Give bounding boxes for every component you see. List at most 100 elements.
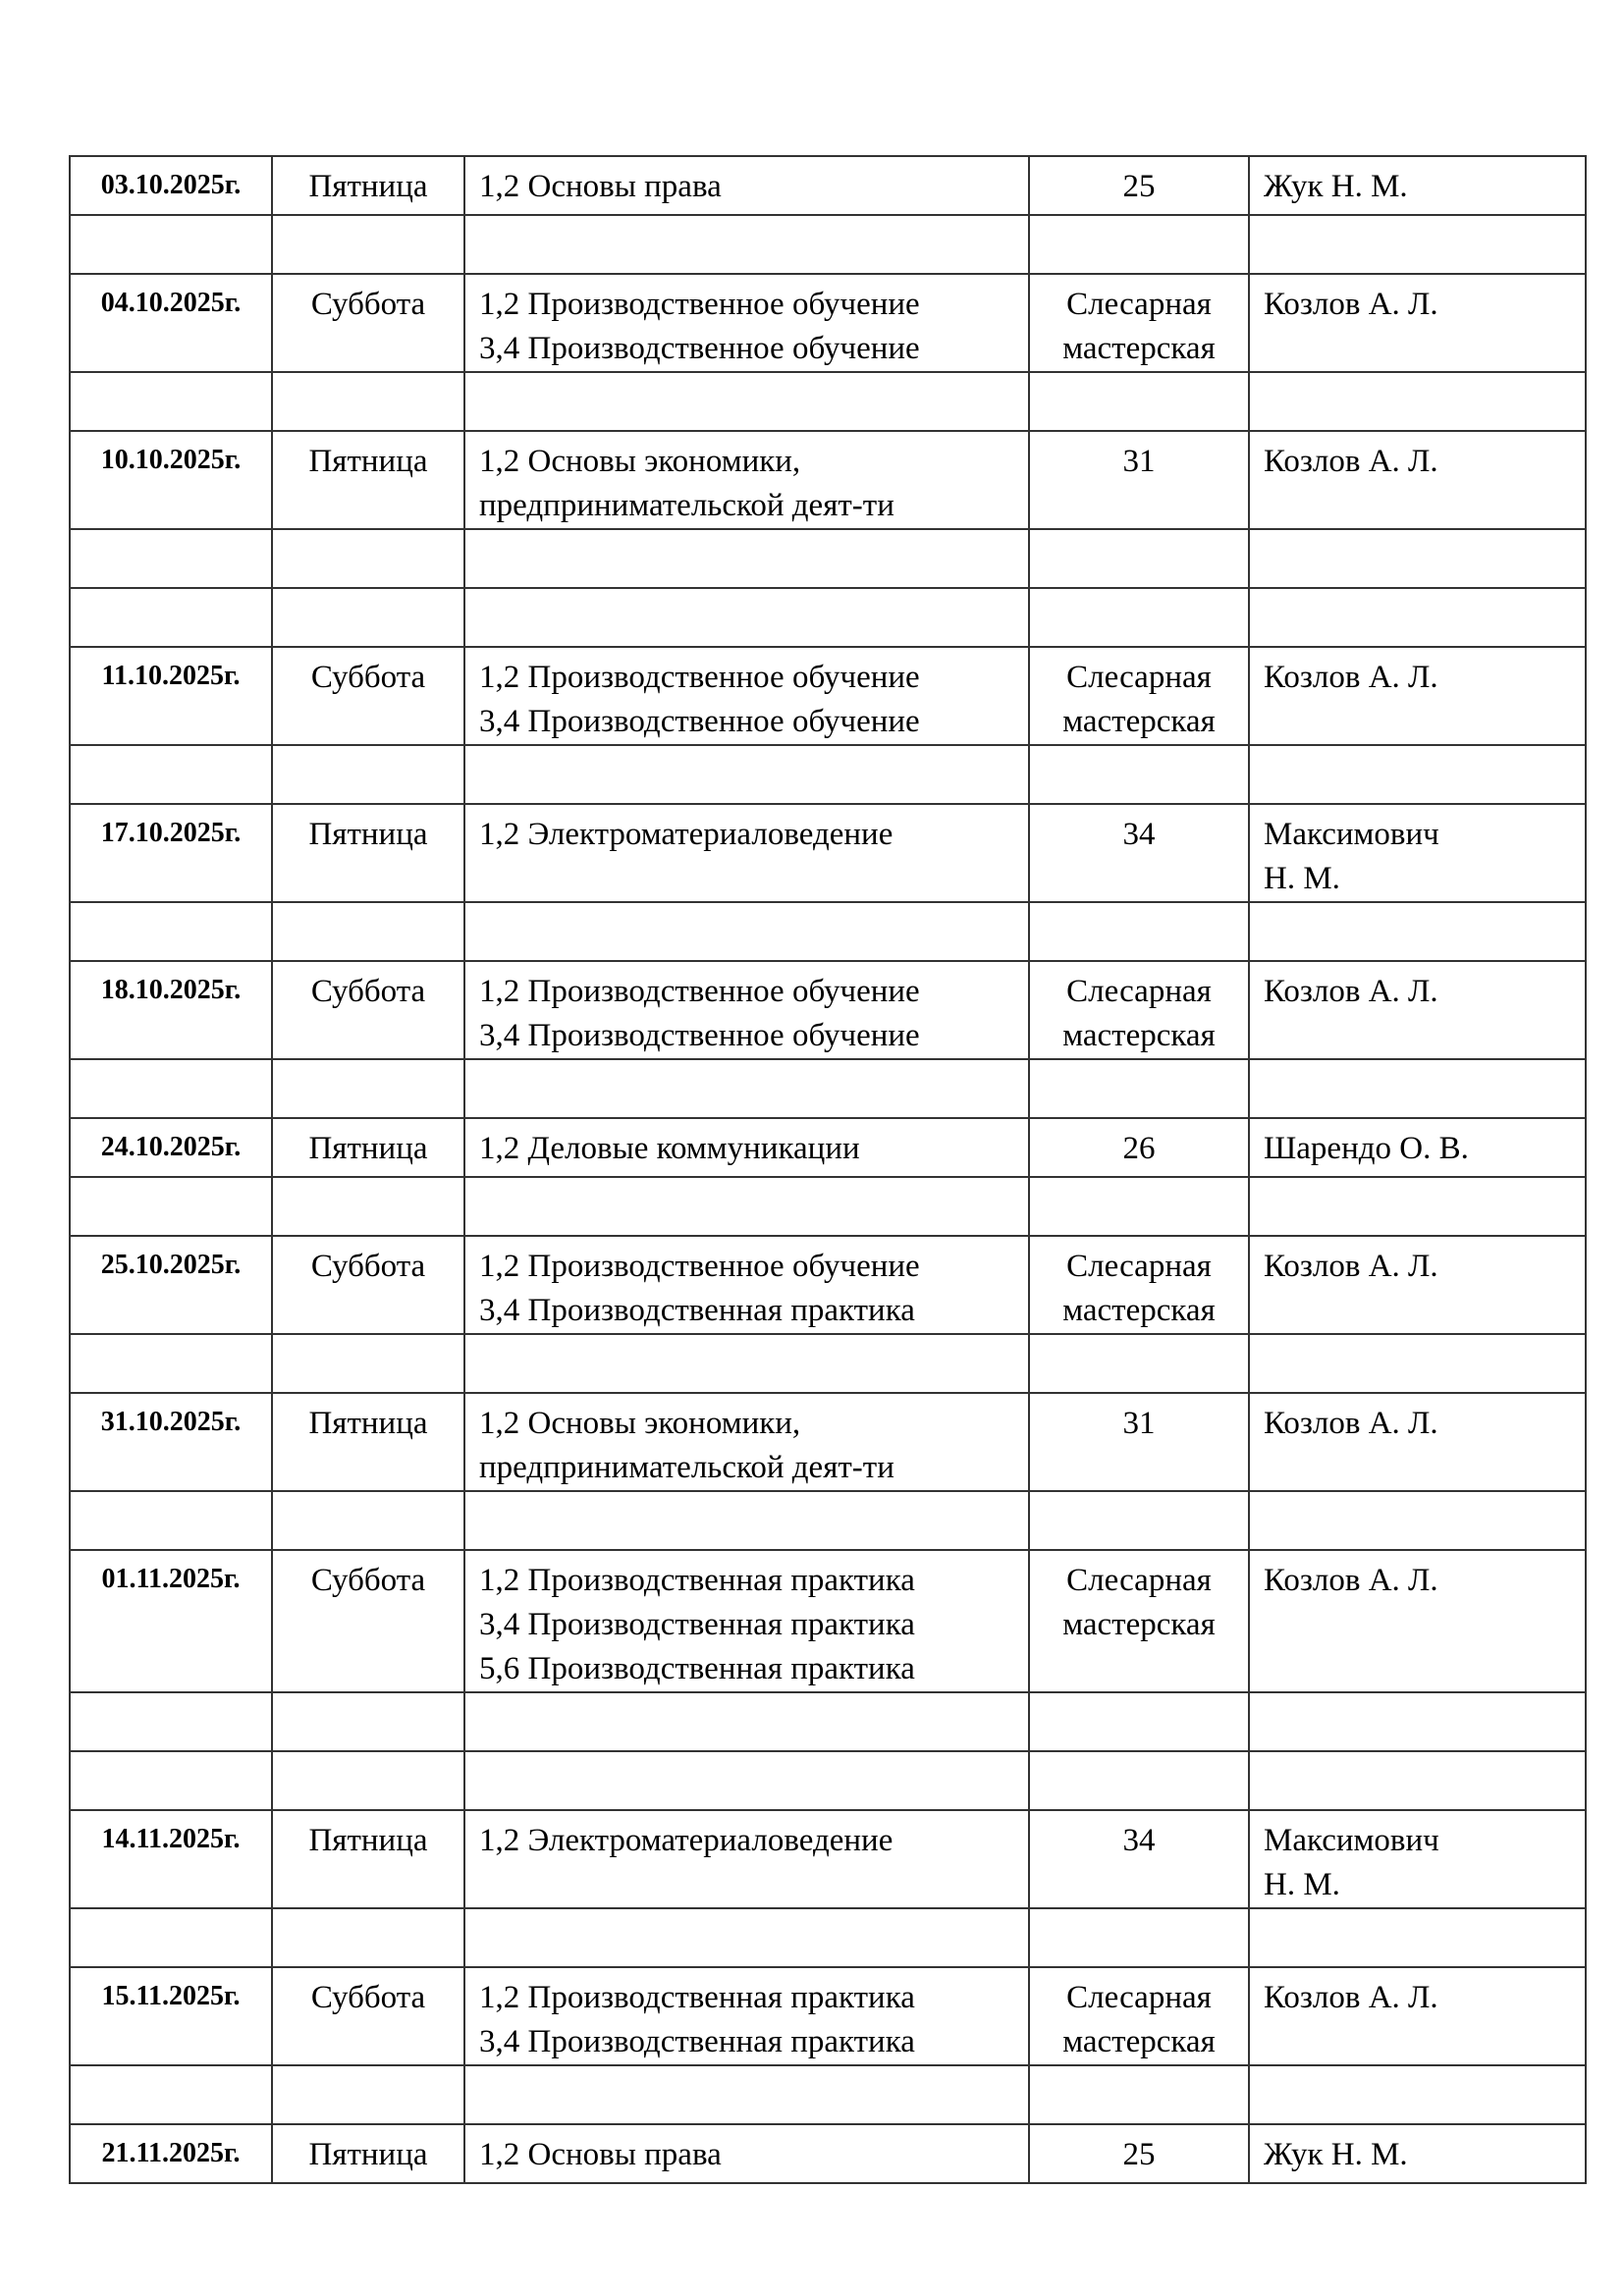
- teacher-line: Н. М.: [1264, 1867, 1340, 1902]
- teacher-cell: [1248, 587, 1587, 648]
- schedule-row: 17.10.2025г. Пятница 1,2 Электроматериалов…: [69, 803, 1587, 903]
- lessons-cell: 1,2 Электроматериаловедение: [463, 1809, 1030, 1909]
- room-line: 26: [1122, 1131, 1156, 1166]
- lessons-line: 3,4 Производственная практика: [479, 2024, 915, 2059]
- empty-row: [69, 1333, 1587, 1394]
- room-line: Слесарная: [1066, 1980, 1212, 2015]
- empty-row: [69, 1907, 1587, 1968]
- date-cell: 03.10.2025г.: [69, 155, 273, 216]
- room-line: 34: [1122, 1823, 1156, 1858]
- lessons-cell: 1,2 Основы экономики, предпринимательской…: [463, 430, 1030, 530]
- day-cell: [271, 1176, 465, 1237]
- teacher-line: Козлов А. Л.: [1264, 1406, 1438, 1441]
- date-cell: 24.10.2025г.: [69, 1117, 273, 1178]
- schedule-row: 15.11.2025г. Суббота 1,2 Производственная …: [69, 1966, 1587, 2066]
- date-cell: [69, 744, 273, 805]
- day-cell: [271, 1907, 465, 1968]
- day-cell: Пятница: [271, 430, 465, 530]
- date-cell: [69, 371, 273, 432]
- lessons-cell: 1,2 Основы права: [463, 2123, 1030, 2184]
- room-cell: [1028, 1176, 1250, 1237]
- lessons-line: 1,2 Производственное обучение: [479, 1249, 920, 1284]
- schedule-row: 10.10.2025г. Пятница 1,2 Основы экономики,…: [69, 430, 1587, 530]
- teacher-cell: [1248, 528, 1587, 589]
- room-cell: [1028, 1907, 1250, 1968]
- date-cell: [69, 1907, 273, 1968]
- date-cell: [69, 214, 273, 275]
- teacher-cell: [1248, 371, 1587, 432]
- schedule-row: 14.11.2025г. Пятница 1,2 Электроматериалов…: [69, 1809, 1587, 1909]
- room-line: 31: [1122, 444, 1156, 479]
- room-line: Слесарная: [1066, 660, 1212, 695]
- date-cell: 31.10.2025г.: [69, 1392, 273, 1492]
- lessons-cell: 1,2 Производственное обучение 3,4 Произво…: [463, 273, 1030, 373]
- room-cell: [1028, 528, 1250, 589]
- room-cell: [1028, 1490, 1250, 1551]
- teacher-line: Козлов А. Л.: [1264, 444, 1438, 479]
- lessons-line: 3,4 Производственное обучение: [479, 1018, 920, 1053]
- teacher-line: Козлов А. Л.: [1264, 287, 1438, 322]
- room-cell: [1028, 1691, 1250, 1752]
- room-cell: [1028, 214, 1250, 275]
- day-cell: Суббота: [271, 646, 465, 746]
- day-cell: Суббота: [271, 1966, 465, 2066]
- day-cell: [271, 1691, 465, 1752]
- empty-row: [69, 2064, 1587, 2125]
- teacher-line: Максимович: [1264, 1823, 1439, 1858]
- date-cell: 18.10.2025г.: [69, 960, 273, 1060]
- teacher-cell: [1248, 1333, 1587, 1394]
- day-cell: [271, 1333, 465, 1394]
- day-cell: Пятница: [271, 1392, 465, 1492]
- room-line: мастерская: [1062, 2024, 1216, 2059]
- lessons-cell: 1,2 Деловые коммуникации: [463, 1117, 1030, 1178]
- room-cell: [1028, 901, 1250, 962]
- empty-row: [69, 528, 1587, 589]
- teacher-cell: Козлов А. Л.: [1248, 646, 1587, 746]
- date-cell: 10.10.2025г.: [69, 430, 273, 530]
- room-cell: Слесарная мастерская: [1028, 1966, 1250, 2066]
- lessons-cell: [463, 214, 1030, 275]
- schedule-row: 21.11.2025г. Пятница 1,2 Основы права 25 Жук…: [69, 2123, 1587, 2184]
- lessons-cell: [463, 587, 1030, 648]
- lessons-cell: 1,2 Основы экономики, предпринимательской…: [463, 1392, 1030, 1492]
- lessons-cell: 1,2 Производственная практика 3,4 Произво…: [463, 1549, 1030, 1693]
- date-cell: 04.10.2025г.: [69, 273, 273, 373]
- empty-row: [69, 214, 1587, 275]
- date-cell: [69, 1333, 273, 1394]
- day-cell: Суббота: [271, 1235, 465, 1335]
- room-cell: [1028, 1058, 1250, 1119]
- schedule-row: 25.10.2025г. Суббота 1,2 Производственное …: [69, 1235, 1587, 1335]
- room-cell: [1028, 371, 1250, 432]
- room-line: мастерская: [1062, 1293, 1216, 1328]
- lessons-cell: [463, 744, 1030, 805]
- room-line: мастерская: [1062, 1018, 1216, 1053]
- room-cell: [1028, 744, 1250, 805]
- empty-row: [69, 744, 1587, 805]
- teacher-cell: Козлов А. Л.: [1248, 430, 1587, 530]
- lessons-cell: 1,2 Электроматериаловедение: [463, 803, 1030, 903]
- teacher-cell: [1248, 214, 1587, 275]
- teacher-cell: [1248, 744, 1587, 805]
- teacher-cell: Максимович Н. М.: [1248, 803, 1587, 903]
- room-cell: 34: [1028, 1809, 1250, 1909]
- room-line: мастерская: [1062, 704, 1216, 739]
- lessons-line: 3,4 Производственная практика: [479, 1293, 915, 1328]
- teacher-line: Козлов А. Л.: [1264, 660, 1438, 695]
- teacher-line: Максимович: [1264, 817, 1439, 852]
- day-cell: [271, 1490, 465, 1551]
- day-cell: [271, 371, 465, 432]
- room-cell: [1028, 1750, 1250, 1811]
- day-cell: [271, 901, 465, 962]
- lessons-line: 3,4 Производственная практика: [479, 1607, 915, 1642]
- empty-row: [69, 587, 1587, 648]
- lessons-line: 1,2 Производственная практика: [479, 1980, 915, 2015]
- lessons-line: 1,2 Производственное обучение: [479, 974, 920, 1009]
- lessons-cell: 1,2 Производственное обучение 3,4 Произво…: [463, 960, 1030, 1060]
- room-line: Слесарная: [1066, 287, 1212, 322]
- lessons-cell: [463, 1058, 1030, 1119]
- room-line: 25: [1122, 169, 1156, 204]
- teacher-cell: Козлов А. Л.: [1248, 273, 1587, 373]
- room-cell: Слесарная мастерская: [1028, 960, 1250, 1060]
- day-cell: [271, 1058, 465, 1119]
- schedule-body: 03.10.2025г. Пятница 1,2 Основы права 25 Жук…: [69, 155, 1587, 2184]
